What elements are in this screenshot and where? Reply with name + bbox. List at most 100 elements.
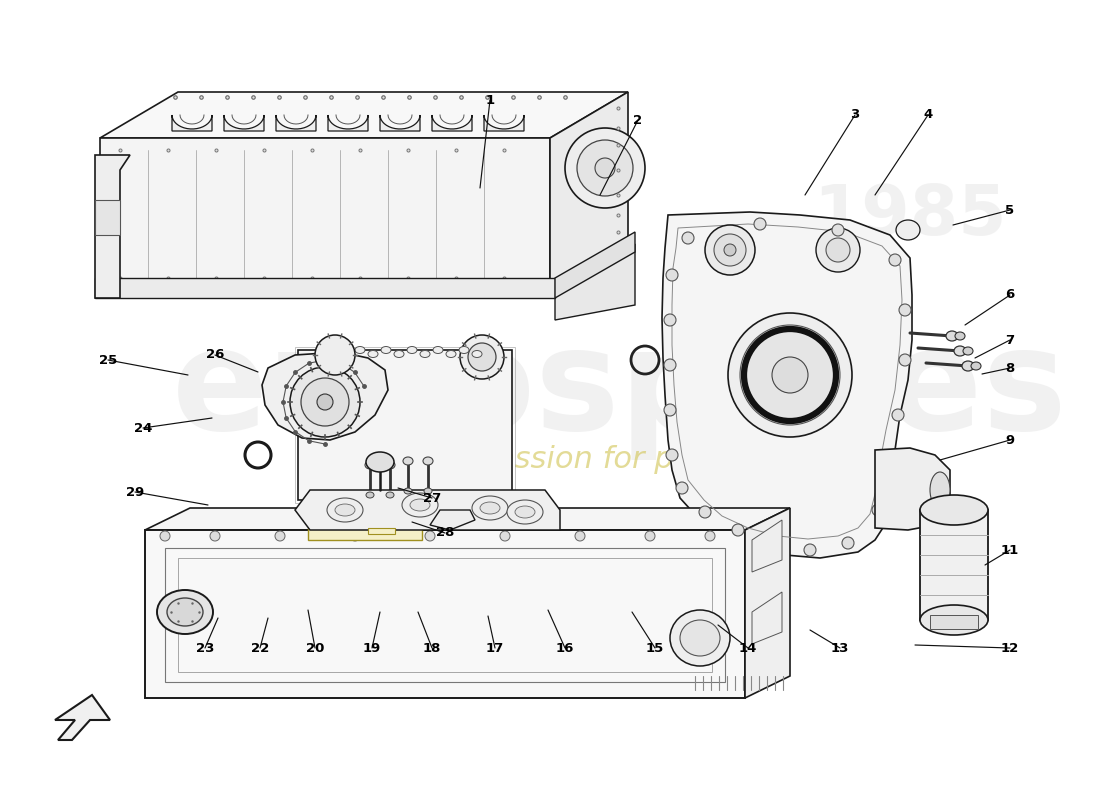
Polygon shape (745, 508, 790, 698)
Polygon shape (920, 510, 988, 620)
Ellipse shape (816, 228, 860, 272)
Polygon shape (95, 155, 130, 298)
Text: 28: 28 (436, 526, 454, 539)
Ellipse shape (350, 531, 360, 541)
Ellipse shape (407, 346, 417, 354)
Ellipse shape (962, 347, 974, 355)
Text: a passion for parts: a passion for parts (448, 446, 733, 474)
Ellipse shape (769, 537, 781, 549)
Ellipse shape (578, 140, 632, 196)
Ellipse shape (157, 590, 213, 634)
Ellipse shape (446, 350, 456, 358)
Ellipse shape (210, 531, 220, 541)
Text: 16: 16 (556, 642, 574, 654)
Polygon shape (298, 350, 512, 500)
Ellipse shape (468, 343, 496, 371)
Ellipse shape (366, 452, 394, 472)
Ellipse shape (882, 456, 894, 468)
Text: 1: 1 (485, 94, 495, 106)
Polygon shape (484, 115, 524, 131)
Text: 20: 20 (306, 642, 324, 654)
Ellipse shape (714, 234, 746, 266)
Ellipse shape (724, 244, 736, 256)
Ellipse shape (705, 531, 715, 541)
Text: 25: 25 (99, 354, 117, 366)
Polygon shape (752, 592, 782, 644)
Text: 26: 26 (206, 349, 224, 362)
Polygon shape (368, 528, 395, 534)
Bar (930, 615, 978, 629)
Ellipse shape (705, 225, 755, 275)
Text: 18: 18 (422, 642, 441, 654)
Ellipse shape (500, 531, 510, 541)
Ellipse shape (460, 335, 504, 379)
Ellipse shape (365, 461, 375, 469)
Polygon shape (328, 115, 369, 131)
Text: 12: 12 (1001, 642, 1019, 654)
Ellipse shape (728, 313, 852, 437)
Text: 3: 3 (850, 109, 859, 122)
Polygon shape (556, 244, 635, 320)
Ellipse shape (680, 620, 720, 656)
Ellipse shape (472, 496, 508, 520)
Text: 11: 11 (1001, 543, 1019, 557)
Polygon shape (145, 530, 745, 698)
Ellipse shape (565, 128, 645, 208)
Ellipse shape (402, 493, 438, 517)
Ellipse shape (515, 506, 535, 518)
Polygon shape (95, 200, 120, 235)
Ellipse shape (381, 346, 390, 354)
Text: 5: 5 (1005, 203, 1014, 217)
Ellipse shape (317, 394, 333, 410)
Text: 14: 14 (739, 642, 757, 654)
Text: 24: 24 (134, 422, 152, 434)
Polygon shape (432, 115, 472, 131)
Ellipse shape (424, 488, 432, 494)
Ellipse shape (664, 404, 676, 416)
Ellipse shape (433, 346, 443, 354)
Ellipse shape (946, 331, 958, 341)
Ellipse shape (424, 457, 433, 465)
Ellipse shape (410, 499, 430, 511)
Text: 17: 17 (486, 642, 504, 654)
Ellipse shape (804, 544, 816, 556)
Polygon shape (295, 490, 560, 530)
Polygon shape (276, 115, 316, 131)
Ellipse shape (167, 598, 204, 626)
Text: 7: 7 (1005, 334, 1014, 346)
Ellipse shape (896, 220, 920, 240)
Ellipse shape (315, 335, 355, 375)
Polygon shape (308, 528, 422, 540)
Ellipse shape (826, 238, 850, 262)
Ellipse shape (366, 492, 374, 498)
Ellipse shape (290, 367, 360, 437)
Text: 23: 23 (196, 642, 214, 654)
Ellipse shape (732, 524, 744, 536)
Ellipse shape (368, 350, 378, 358)
Ellipse shape (664, 359, 676, 371)
Ellipse shape (842, 537, 854, 549)
Text: 2: 2 (634, 114, 642, 126)
Polygon shape (874, 448, 950, 530)
Text: eurospares: eurospares (172, 321, 1068, 459)
Ellipse shape (899, 304, 911, 316)
Polygon shape (55, 695, 110, 740)
Ellipse shape (386, 492, 394, 498)
Ellipse shape (160, 531, 170, 541)
Polygon shape (662, 212, 912, 558)
Polygon shape (172, 115, 212, 131)
Ellipse shape (425, 531, 435, 541)
Ellipse shape (772, 357, 808, 393)
Text: 19: 19 (363, 642, 381, 654)
Ellipse shape (666, 269, 678, 281)
Ellipse shape (920, 495, 988, 525)
Ellipse shape (832, 224, 844, 236)
Polygon shape (95, 278, 556, 298)
Ellipse shape (507, 500, 543, 524)
Ellipse shape (664, 314, 676, 326)
Ellipse shape (954, 346, 966, 356)
Polygon shape (100, 138, 550, 290)
Ellipse shape (892, 409, 904, 421)
Polygon shape (224, 115, 264, 131)
Ellipse shape (403, 457, 412, 465)
